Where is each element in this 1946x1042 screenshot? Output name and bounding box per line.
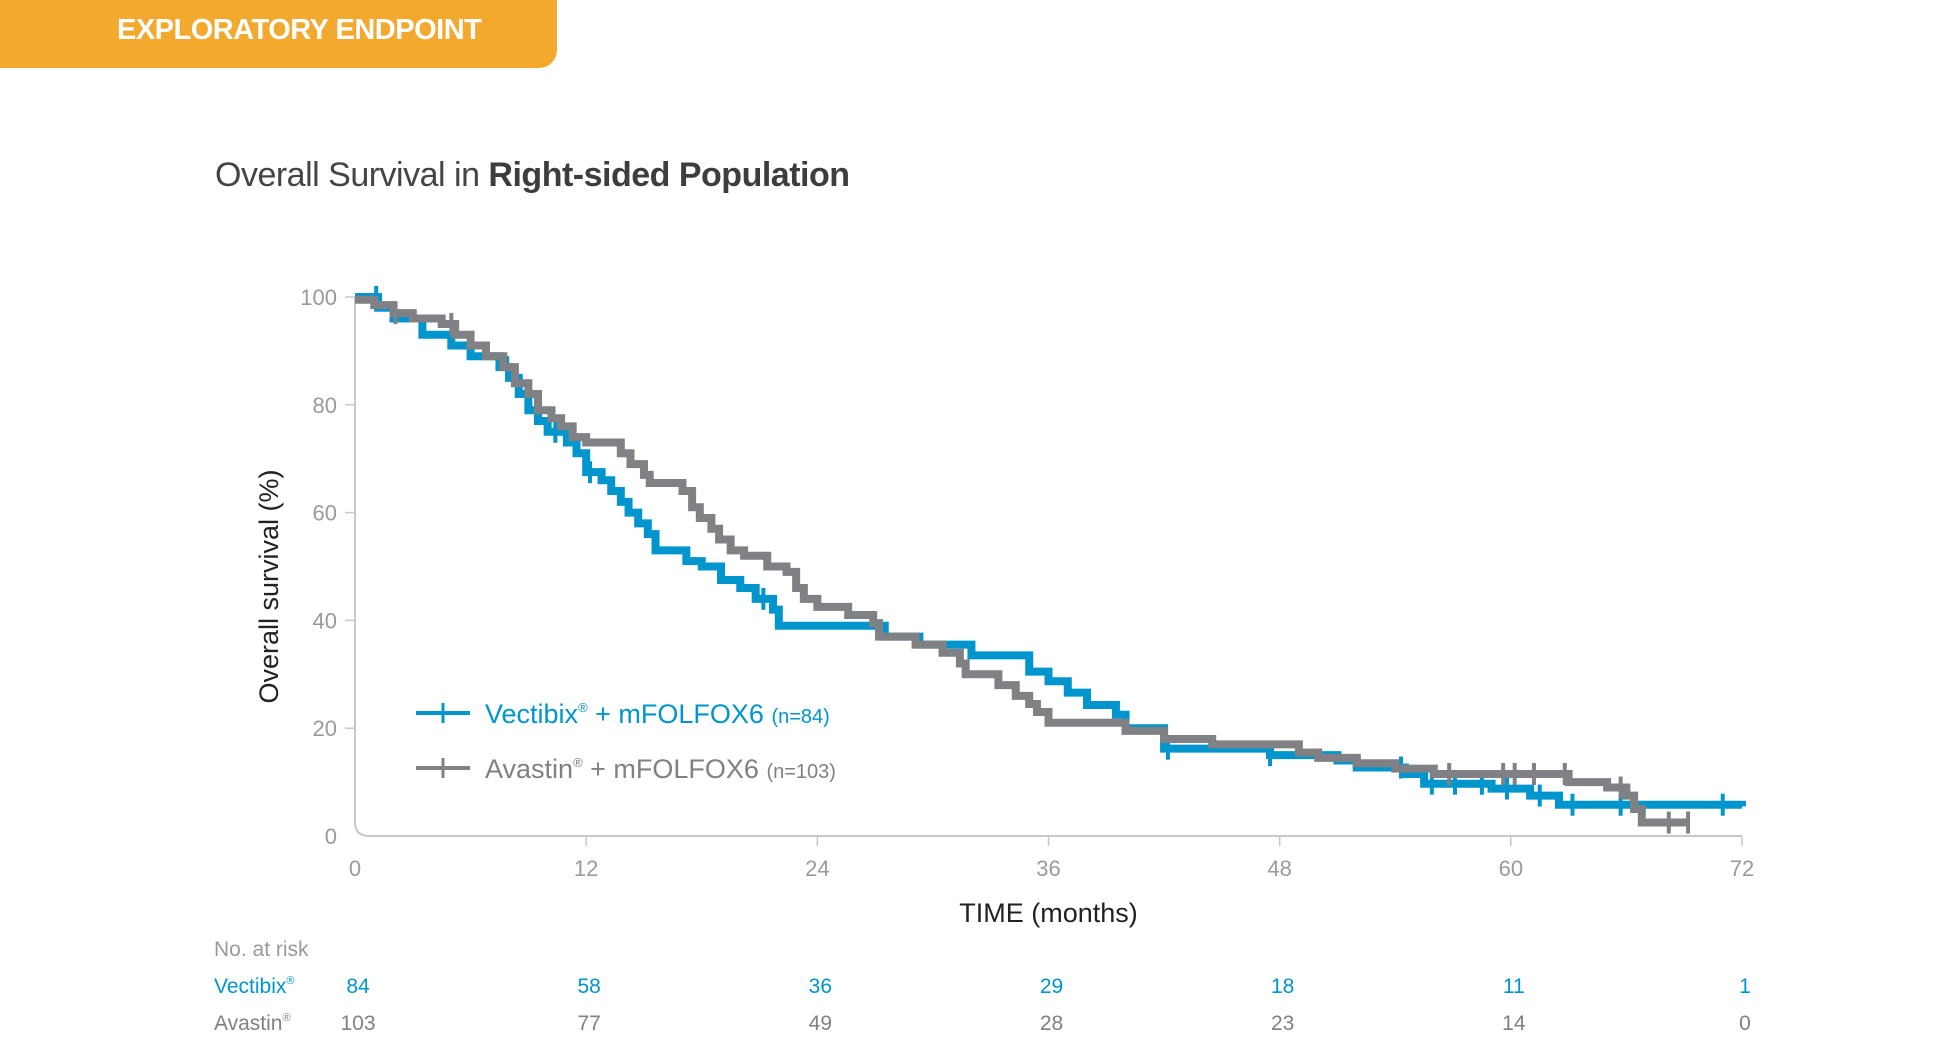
y-tick-label: 60 [313, 501, 337, 526]
at-risk-row-label: Avastin® [214, 1012, 291, 1035]
at-risk-value: 36 [808, 975, 833, 998]
at-risk-value: 84 [346, 975, 370, 998]
section-banner: EXPLORATORY ENDPOINT [0, 0, 557, 68]
at-risk-value: 14 [1502, 1012, 1526, 1035]
x-tick-label: 0 [349, 856, 361, 881]
x-axis-label: TIME (months) [959, 898, 1138, 928]
at-risk-value: 77 [577, 1012, 601, 1035]
x-tick-label: 48 [1267, 856, 1291, 881]
at-risk-value: 49 [808, 1012, 833, 1035]
legend-n: (n=84) [771, 706, 829, 728]
legend-reg: ® [573, 755, 583, 770]
series-avastin: Avastin® + mFOLFOX6 (n=103) [355, 295, 1691, 834]
at-risk-value: 28 [1039, 1012, 1064, 1035]
x-tick-label: 60 [1499, 856, 1523, 881]
legend-n: (n=103) [766, 761, 836, 783]
registered-mark: ® [282, 1012, 291, 1024]
y-tick-label: 0 [325, 824, 337, 849]
legend-regimen: + mFOLFOX6 [588, 699, 772, 729]
x-tick-label: 72 [1730, 856, 1754, 881]
y-tick-label: 20 [313, 716, 337, 741]
legend-label: Vectibix® + mFOLFOX6 (n=84) [485, 699, 830, 729]
title-bold: Right-sided Population [488, 156, 850, 194]
at-risk-row-label: Vectibix® [214, 975, 295, 998]
x-tick-label: 12 [574, 856, 598, 881]
legend-reg: ® [578, 700, 588, 715]
registered-mark: ® [286, 975, 295, 987]
at-risk-heading: No. at risk [214, 938, 309, 961]
at-risk-value: 0 [1739, 1012, 1751, 1035]
at-risk-value: 103 [340, 1012, 376, 1035]
y-tick-label: 40 [313, 608, 337, 633]
series-vectibix: Vectibix® + mFOLFOX6 (n=84) [355, 286, 1746, 816]
y-axis-label: Overall survival (%) [254, 469, 284, 703]
legend-drug: Vectibix [485, 699, 579, 729]
legend-drug: Avastin [485, 754, 573, 784]
title-prefix: Overall Survival in [215, 156, 489, 194]
axes [354, 297, 1742, 837]
at-risk-value: 11 [1502, 975, 1525, 998]
survival-curve [355, 295, 1689, 827]
survival-curve [355, 293, 1746, 809]
at-risk-value: 58 [577, 975, 601, 998]
y-tick-label: 100 [300, 285, 337, 310]
banner-label: EXPLORATORY ENDPOINT [117, 14, 482, 46]
at-risk-value: 23 [1270, 1012, 1295, 1035]
legend-label: Avastin® + mFOLFOX6 (n=103) [485, 754, 836, 784]
legend-regimen: + mFOLFOX6 [583, 754, 767, 784]
chart-title: Overall Survival in Right-sided Populati… [215, 156, 850, 195]
x-tick-label: 24 [805, 856, 829, 881]
at-risk-value: 18 [1270, 975, 1295, 998]
at-risk-value: 1 [1739, 975, 1751, 998]
at-risk-value: 29 [1039, 975, 1064, 998]
x-tick-label: 36 [1036, 856, 1060, 881]
y-tick-label: 80 [313, 393, 337, 418]
